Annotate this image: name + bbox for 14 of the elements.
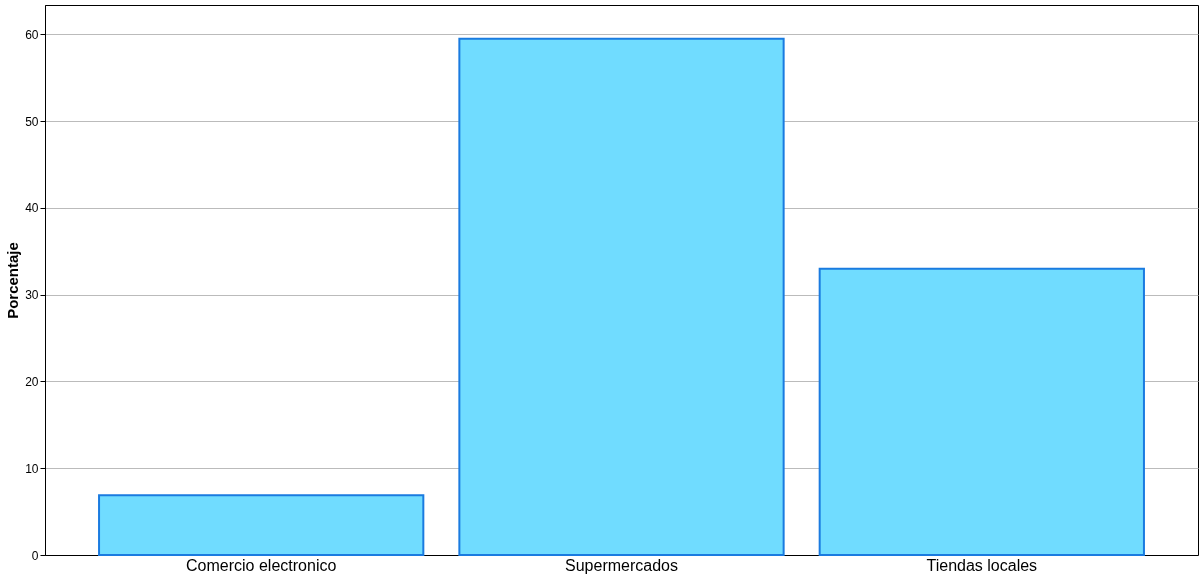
y-tick-label: 50 — [25, 114, 39, 129]
y-tick-label: 20 — [25, 375, 39, 389]
x-tick-label: Tiendas locales — [926, 556, 1038, 574]
bar — [818, 267, 1145, 556]
y-tick-label: 10 — [25, 461, 39, 476]
y-axis-title: Porcentaje — [4, 242, 22, 319]
bar — [98, 494, 425, 556]
x-tick-label: Supermercados — [565, 556, 678, 574]
y-tick-label: 60 — [25, 28, 39, 42]
y-tick-label: 40 — [25, 201, 39, 216]
bar — [458, 37, 785, 556]
y-tick-label: 30 — [25, 288, 39, 303]
x-tick-label: Comercio electronico — [186, 556, 337, 574]
y-tick-label: 0 — [31, 548, 39, 563]
